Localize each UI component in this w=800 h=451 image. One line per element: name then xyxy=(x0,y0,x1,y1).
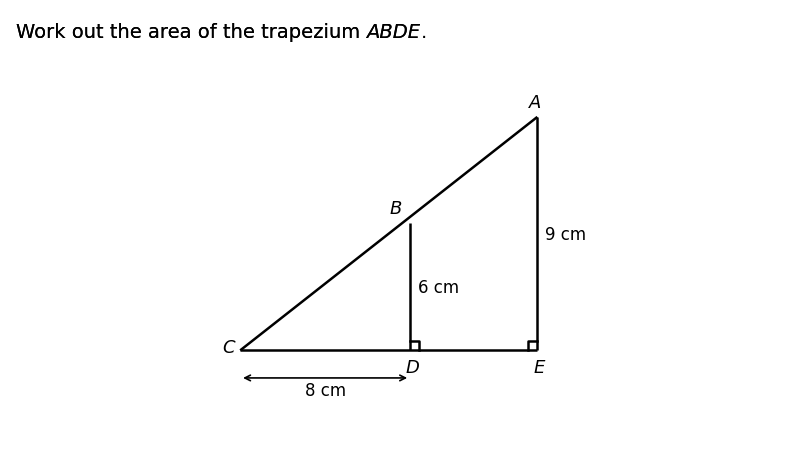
Text: 9 cm: 9 cm xyxy=(545,225,586,243)
Text: E: E xyxy=(534,358,545,376)
Text: ABDE: ABDE xyxy=(366,23,421,41)
Text: Work out the area of the trapezium: Work out the area of the trapezium xyxy=(16,23,366,41)
Text: .: . xyxy=(421,23,426,41)
Text: A: A xyxy=(529,93,542,111)
Text: B: B xyxy=(390,199,402,217)
Text: Work out the area of the trapezium: Work out the area of the trapezium xyxy=(16,23,366,41)
Text: 6 cm: 6 cm xyxy=(418,278,458,296)
Text: D: D xyxy=(405,358,419,376)
Text: 8 cm: 8 cm xyxy=(305,382,346,400)
Text: ABDE: ABDE xyxy=(366,23,421,41)
Text: C: C xyxy=(222,338,235,356)
